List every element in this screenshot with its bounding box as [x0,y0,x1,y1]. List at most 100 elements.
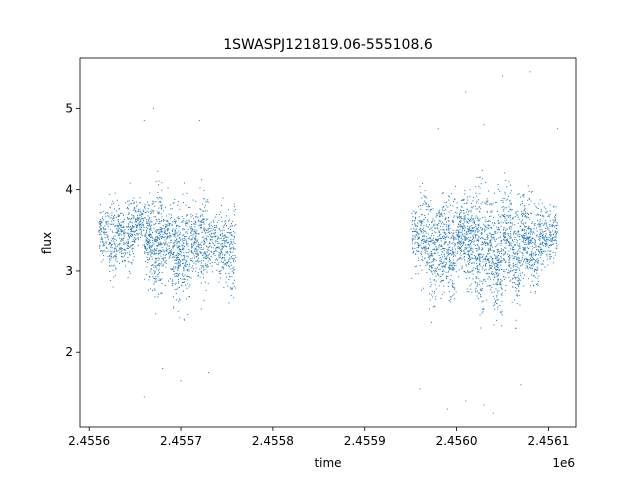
data-point [139,228,141,230]
data-point [101,221,102,223]
data-point [153,224,155,226]
data-point [438,231,440,233]
data-point [472,278,474,280]
data-point [229,248,231,250]
x-axis-label: time [314,456,341,470]
data-point [135,229,137,231]
data-point [456,242,458,244]
data-point [454,243,456,245]
data-point [519,282,521,284]
data-point [438,247,440,249]
data-point [461,217,463,219]
data-point [437,128,439,130]
data-point [440,249,442,251]
data-point [156,247,158,249]
data-point [164,230,166,232]
data-point [223,261,225,263]
data-point [419,221,421,223]
data-point [173,221,175,223]
data-point [424,190,426,192]
data-point [506,222,508,224]
data-point [166,249,168,251]
data-point [439,234,441,236]
data-point [150,269,152,271]
data-point [122,230,124,232]
data-point [229,244,231,246]
data-point [162,220,164,222]
data-point [483,258,485,260]
data-point [487,221,489,223]
data-point [423,225,425,227]
data-points [98,71,559,414]
data-point [477,244,479,246]
data-point [202,265,204,267]
data-point [101,238,103,240]
data-point [128,204,130,206]
data-point [117,215,119,217]
data-point [121,239,123,240]
data-point [494,308,496,310]
data-point [464,255,466,257]
data-point [494,239,496,241]
data-point [155,253,157,255]
data-point [150,212,152,214]
data-point [204,281,206,283]
data-point [510,245,512,247]
data-point [427,241,429,243]
data-point [487,211,489,213]
data-point [149,235,150,237]
data-point [167,235,169,237]
data-point [489,249,491,251]
data-point [511,249,513,251]
data-point [482,311,484,313]
data-point [140,225,142,227]
data-point [529,266,531,268]
data-point [162,233,164,235]
data-point [129,235,131,237]
data-point [463,249,465,251]
data-point [440,281,442,283]
data-point [197,244,199,246]
data-point [170,239,172,241]
data-point [113,216,115,218]
data-point [505,230,507,232]
data-point [447,255,449,257]
data-point [470,232,472,234]
data-point [177,265,179,267]
data-point [146,241,148,243]
data-point [188,270,190,272]
data-point [160,238,162,240]
data-point [491,271,493,273]
data-point [482,201,484,203]
data-point [411,239,413,241]
data-point [121,230,123,232]
data-point [466,246,468,248]
data-point [430,200,432,202]
data-point [228,260,230,262]
data-point [200,223,202,225]
data-point [490,248,492,250]
data-point [555,215,557,217]
data-point [527,228,529,230]
data-point [158,201,160,203]
data-point [229,226,231,228]
data-point [481,256,483,258]
data-point [496,210,498,212]
data-point [175,222,177,224]
data-point [452,233,454,235]
data-point [442,226,444,228]
data-point [118,235,120,237]
data-point [519,247,521,249]
data-point [478,284,480,286]
data-point [470,232,472,234]
data-point [490,239,492,241]
data-point [433,270,435,272]
data-point [119,242,121,244]
data-point [502,75,504,77]
data-point [536,272,538,274]
data-point [159,244,161,246]
data-point [507,238,509,240]
data-point [132,200,134,202]
data-point [436,268,438,270]
data-point [232,287,234,289]
